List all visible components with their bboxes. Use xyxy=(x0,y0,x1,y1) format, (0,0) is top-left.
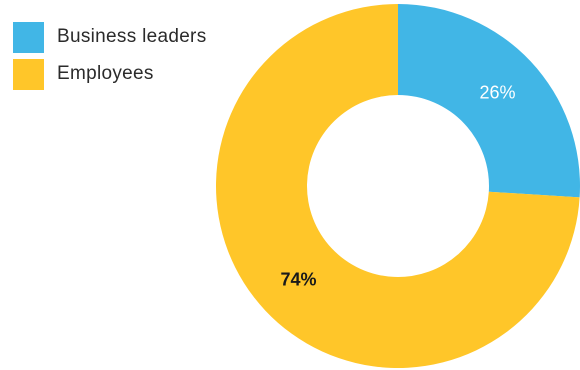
legend-label-employees: Employees xyxy=(57,63,154,84)
slice-label-business-leaders: 26% xyxy=(479,83,515,103)
chart-legend: Business leaders Employees xyxy=(13,21,207,95)
slice-label-employees: 74% xyxy=(280,269,316,289)
donut-slices xyxy=(216,4,580,368)
legend-item-business-leaders: Business leaders xyxy=(13,21,207,53)
donut-slice-business-leaders xyxy=(398,4,580,198)
legend-item-employees: Employees xyxy=(13,58,207,90)
legend-swatch-business-leaders xyxy=(13,21,44,53)
legend-swatch-employees xyxy=(13,58,44,90)
donut-slice-employees xyxy=(216,4,580,368)
legend-label-business-leaders: Business leaders xyxy=(57,26,207,47)
donut-labels: 26% 74% xyxy=(280,83,515,290)
